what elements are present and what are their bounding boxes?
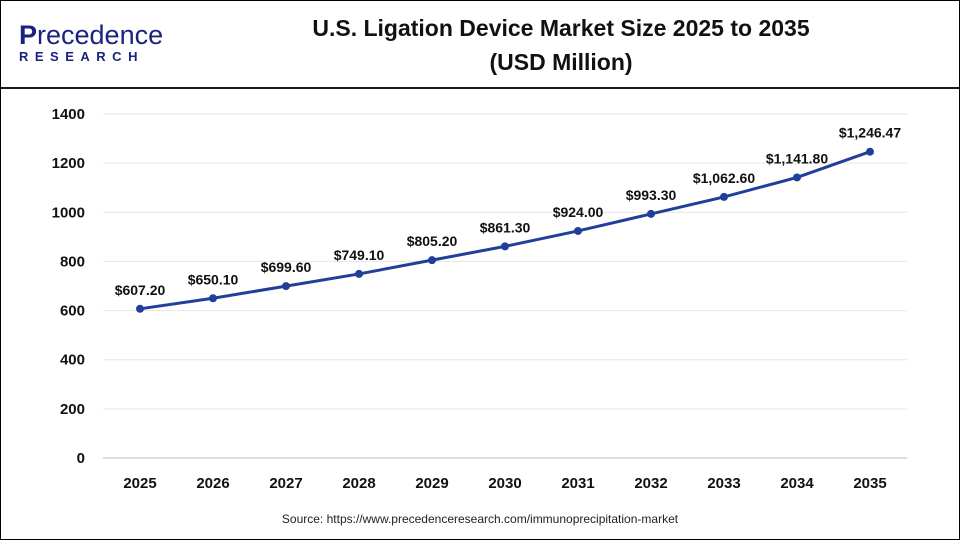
data-point <box>647 209 655 218</box>
data-point <box>355 269 363 278</box>
x-tick-label: 2033 <box>707 475 740 492</box>
header: Precedence RESEARCH U.S. Ligation Device… <box>1 1 959 89</box>
data-label: $749.10 <box>334 247 385 263</box>
data-point <box>574 226 582 235</box>
x-tick-label: 2028 <box>342 475 375 492</box>
chart-title: U.S. Ligation Device Market Size 2025 to… <box>312 15 810 75</box>
x-tick-label: 2025 <box>123 475 156 492</box>
data-point <box>501 242 509 251</box>
precedence-research-logo: Precedence RESEARCH <box>19 20 164 65</box>
x-tick-label: 2030 <box>488 475 521 492</box>
data-point <box>793 173 801 182</box>
x-tick-label: 2029 <box>415 475 448 492</box>
y-tick-label: 200 <box>60 401 85 418</box>
y-tick-label: 1200 <box>52 155 85 172</box>
y-tick-label: 800 <box>60 253 85 270</box>
data-point <box>866 147 874 156</box>
data-label: $805.20 <box>407 233 458 249</box>
data-label: $924.00 <box>553 204 604 220</box>
x-tick-label: 2032 <box>634 475 667 492</box>
data-point <box>428 256 436 265</box>
data-point <box>136 304 144 313</box>
data-point <box>720 192 728 201</box>
y-tick-label: 400 <box>60 352 85 369</box>
x-tick-label: 2026 <box>196 475 229 492</box>
x-tick-label: 2034 <box>780 475 814 492</box>
y-tick-label: 1000 <box>52 204 85 221</box>
data-label: $699.60 <box>261 259 312 275</box>
source-note: Source: https://www.precedenceresearch.c… <box>281 512 679 526</box>
data-label: $993.30 <box>626 187 677 203</box>
y-tick-label: 1400 <box>52 106 85 123</box>
data-label: $607.20 <box>115 282 166 298</box>
x-tick-label: 2035 <box>853 475 886 492</box>
x-tick-label: 2031 <box>561 475 594 492</box>
data-label: $1,141.80 <box>766 150 828 166</box>
data-label: $861.30 <box>480 219 531 235</box>
y-tick-label: 0 <box>77 450 85 467</box>
data-point <box>209 294 217 303</box>
data-point <box>282 282 290 291</box>
x-tick-label: 2027 <box>269 475 302 492</box>
data-label: $1,062.60 <box>693 170 755 186</box>
y-tick-label: 600 <box>60 303 85 320</box>
data-label: $1,246.47 <box>839 125 901 141</box>
data-label: $650.10 <box>188 271 239 287</box>
